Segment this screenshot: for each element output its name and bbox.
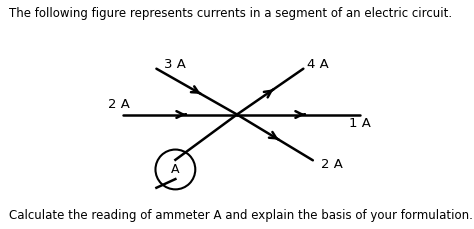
Text: 3 A: 3 A bbox=[164, 58, 186, 71]
Text: 1 A: 1 A bbox=[349, 117, 371, 130]
Text: 4 A: 4 A bbox=[307, 58, 328, 71]
Text: Calculate the reading of ammeter A and explain the basis of your formulation.: Calculate the reading of ammeter A and e… bbox=[9, 209, 474, 222]
Text: The following figure represents currents in a segment of an electric circuit.: The following figure represents currents… bbox=[9, 7, 453, 20]
Text: 2 A: 2 A bbox=[321, 158, 343, 171]
Text: A: A bbox=[171, 163, 180, 176]
Text: 2 A: 2 A bbox=[108, 98, 129, 111]
